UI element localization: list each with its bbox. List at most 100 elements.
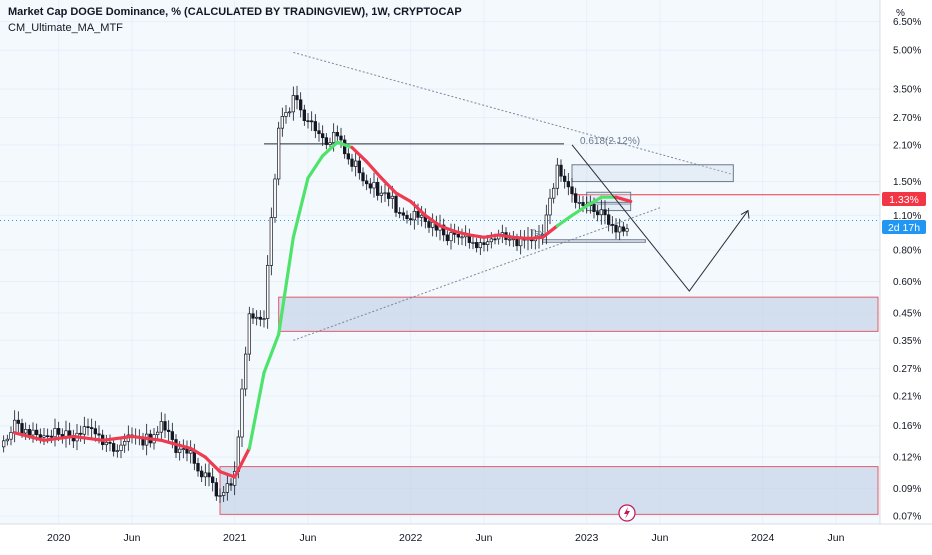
candle-body (552, 187, 556, 199)
triangle-upper-line (293, 51, 734, 176)
candle-body (621, 226, 625, 232)
candle-body (445, 234, 449, 242)
ma-segment (365, 160, 383, 180)
candle-body (515, 238, 519, 247)
ma-segment (247, 371, 266, 450)
ma-segment (555, 213, 574, 228)
candle-body (456, 234, 460, 238)
candle-body (548, 197, 552, 216)
price-tick-label: 0.45% (893, 308, 921, 319)
price-axis-unit: % (896, 8, 905, 19)
candle-body (618, 226, 622, 233)
price-tick-label: 0.16% (893, 421, 921, 432)
candle-body (181, 448, 185, 451)
candle-body (295, 95, 299, 101)
candle-body (2, 440, 6, 448)
candle-body (317, 130, 321, 134)
candle-body (482, 242, 486, 245)
candle-body (302, 109, 306, 122)
price-axis[interactable]: 6.50% 5.00% 3.50% 2.70% 2.10% 1.50% 1.10% 0.80%… (893, 17, 921, 522)
candle-body (240, 388, 244, 438)
demand-zone (278, 296, 879, 332)
last-price-tag: 1.33% (882, 192, 926, 206)
candle-body (570, 186, 574, 195)
candle-body (607, 214, 611, 225)
candle-body (610, 224, 614, 226)
candle-body (5, 438, 9, 442)
candle-body (449, 232, 453, 242)
candle-body (9, 432, 13, 440)
candle-body (442, 224, 446, 236)
candle-body (324, 137, 328, 145)
ma-segment (394, 191, 413, 204)
candle-body (614, 224, 618, 233)
price-tick-label: 0.35% (893, 336, 921, 347)
candle-body (42, 435, 46, 438)
ma-segment (614, 195, 633, 204)
candle-body (86, 426, 90, 428)
candle-body (251, 313, 255, 319)
ma-segment (438, 224, 457, 234)
ma-segment (101, 434, 134, 442)
price-tick-label: 3.50% (893, 85, 921, 96)
candle-body (376, 182, 380, 196)
candle-body (97, 433, 101, 436)
time-axis[interactable]: 2020 Jun 2021 Jun 2022 Jun 2023 Jun 2024 Jun (47, 532, 845, 544)
candle-body (225, 483, 229, 493)
flash-event-icon[interactable] (618, 504, 636, 522)
candle-body (478, 242, 482, 249)
ma-segment (423, 213, 442, 228)
ma-segment (71, 434, 105, 442)
candle-body (119, 444, 123, 451)
candle-body (229, 483, 233, 486)
candle-body (350, 158, 354, 167)
candle-body (390, 195, 394, 199)
price-tick-label: 1.10% (893, 211, 921, 222)
candle-body (156, 431, 160, 435)
zones-layer (219, 296, 879, 515)
ma-segment (13, 431, 46, 442)
candle-body (46, 435, 50, 438)
candle-body (16, 419, 20, 424)
candle-body (53, 428, 57, 438)
chart-title: Market Cap DOGE Dominance, % (CALCULATED… (8, 6, 462, 18)
candle-body (596, 211, 600, 216)
price-tick-label: 0.12% (893, 453, 921, 464)
candle-body (328, 142, 332, 145)
candle-body (211, 476, 215, 483)
candle-body (475, 242, 479, 249)
candle-body (544, 214, 548, 235)
ma-segment (233, 446, 251, 479)
candle-body (519, 238, 523, 247)
candle-body (277, 127, 281, 180)
candle-body (31, 429, 35, 436)
indicator-label[interactable]: CM_Ultimate_MA_MTF (8, 22, 123, 34)
candle-body (269, 217, 273, 266)
time-tick-label: 2024 (751, 532, 775, 544)
candle-body (354, 160, 358, 167)
candle-body (185, 448, 189, 454)
ma-segment (262, 332, 281, 375)
ma-segment (453, 229, 471, 237)
candle-body (280, 116, 284, 129)
ma-segment (306, 154, 325, 180)
candle-body (372, 182, 376, 189)
candle-body (108, 441, 112, 444)
candle-body (394, 195, 398, 213)
price-tick-label: 0.60% (893, 277, 921, 288)
candle-body (321, 133, 325, 139)
ma-segment (130, 434, 163, 442)
candle-body (335, 132, 339, 137)
time-tick-label: Jun (828, 532, 845, 544)
candle-body (222, 492, 226, 496)
candle-body (581, 202, 585, 206)
candle-body (178, 448, 182, 453)
candle-body (218, 495, 222, 497)
ma-segment (467, 233, 486, 239)
candle-body (200, 470, 204, 478)
ma-segment (218, 470, 237, 479)
candle-body (361, 172, 365, 182)
candle-body (339, 135, 343, 141)
